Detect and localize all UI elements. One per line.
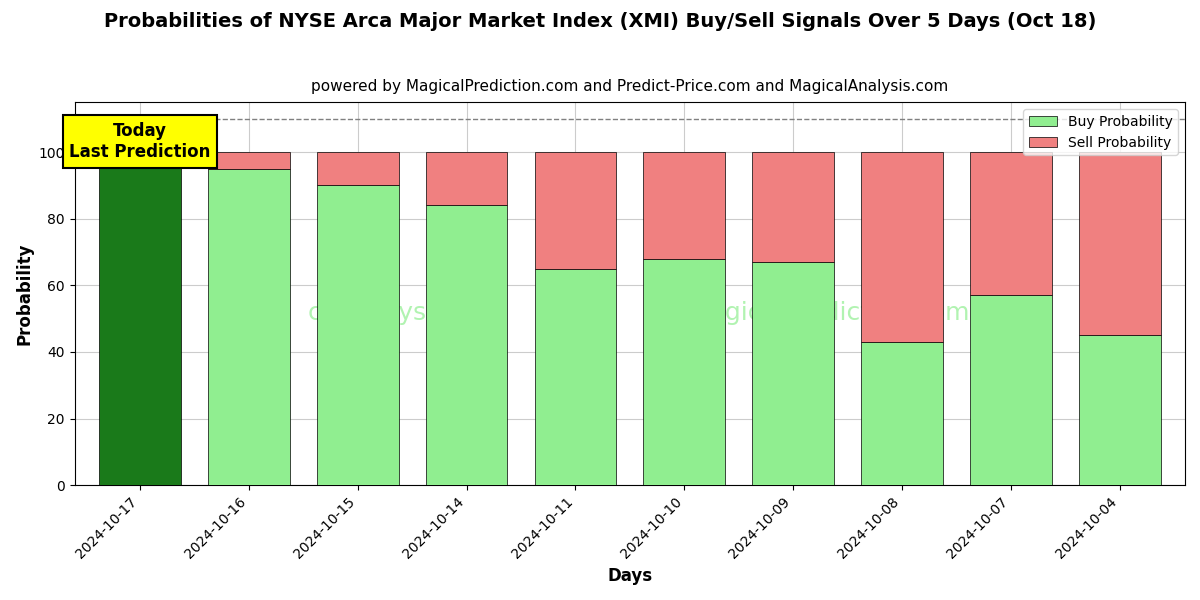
Bar [534,152,617,269]
Bar [317,185,398,485]
X-axis label: Days: Days [607,567,653,585]
Text: MagicalPrediction.com: MagicalPrediction.com [689,301,971,325]
Bar [970,152,1051,295]
Bar [1079,335,1160,485]
Y-axis label: Probability: Probability [16,242,34,345]
Text: calAnalysis.com: calAnalysis.com [307,301,508,325]
Bar [862,342,943,485]
Text: Today
Last Prediction: Today Last Prediction [70,122,211,161]
Bar [100,152,181,485]
Legend: Buy Probability, Sell Probability: Buy Probability, Sell Probability [1024,109,1178,155]
Bar [752,152,834,262]
Bar [752,262,834,485]
Bar [426,152,508,205]
Bar [643,152,725,259]
Text: Probabilities of NYSE Arca Major Market Index (XMI) Buy/Sell Signals Over 5 Days: Probabilities of NYSE Arca Major Market … [104,12,1096,31]
Bar [643,259,725,485]
Bar [317,152,398,185]
Bar [208,169,289,485]
Bar [970,295,1051,485]
Bar [534,269,617,485]
Bar [426,205,508,485]
Title: powered by MagicalPrediction.com and Predict-Price.com and MagicalAnalysis.com: powered by MagicalPrediction.com and Pre… [311,79,948,94]
Bar [862,152,943,342]
Bar [208,152,289,169]
Bar [1079,152,1160,335]
